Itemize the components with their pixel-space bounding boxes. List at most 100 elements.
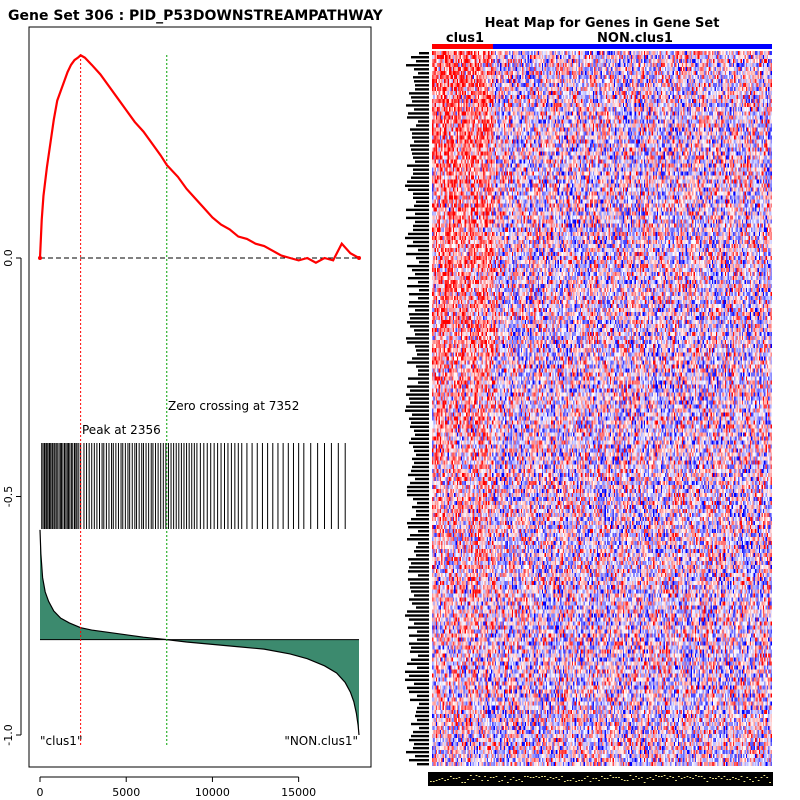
gene-label-mark — [416, 509, 429, 513]
gene-label-mark — [419, 726, 429, 730]
gene-label-mark — [418, 654, 429, 657]
footer-strip-mark — [495, 776, 498, 777]
footer-strip-mark — [737, 779, 740, 780]
gene-label-mark — [406, 393, 429, 396]
gene-label-mark — [413, 168, 429, 171]
gene-label-mark — [414, 80, 429, 83]
gene-label-mark — [413, 497, 429, 501]
footer-strip-mark — [575, 781, 578, 782]
zero-crossing-annotation: Zero crossing at 7352 — [168, 399, 299, 413]
gene-label-mark — [408, 626, 429, 629]
footer-strip-mark — [578, 780, 580, 781]
footer-strip-mark — [541, 776, 543, 777]
footer-strip-mark — [749, 779, 751, 780]
footer-strip-mark — [544, 776, 546, 777]
gene-label-mark — [411, 517, 429, 521]
footer-strip-mark — [498, 781, 501, 782]
gene-set-heatmap — [405, 44, 773, 786]
gene-label-mark — [417, 666, 429, 669]
footer-strip-mark — [464, 782, 466, 783]
footer-strip-mark — [487, 780, 489, 781]
gene-label-mark — [408, 232, 429, 236]
gene-label-mark — [411, 96, 429, 99]
gene-label-mark — [416, 256, 429, 260]
gene-row-labels — [405, 52, 429, 766]
gene-label-mark — [414, 68, 429, 71]
gene-label-mark — [413, 746, 429, 750]
x-tick-label: 5000 — [112, 786, 140, 799]
gene-label-mark — [407, 385, 429, 388]
gene-label-mark — [407, 489, 429, 493]
gene-label-mark — [413, 156, 429, 159]
footer-strip-mark — [526, 776, 529, 777]
gene-label-mark — [410, 586, 429, 589]
right-class-label: "NON.clus1" — [284, 734, 358, 748]
heatmap-cells — [432, 51, 772, 766]
gene-label-mark — [416, 513, 429, 517]
gene-label-mark — [419, 52, 429, 55]
gene-label-mark — [412, 100, 429, 103]
footer-strip-mark — [558, 779, 561, 780]
footer-strip-mark — [538, 777, 541, 778]
footer-strip-mark — [501, 780, 504, 781]
gene-label-mark — [415, 345, 429, 348]
footer-strip-mark — [732, 777, 734, 778]
gene-label-mark — [414, 429, 429, 432]
gene-label-mark — [411, 562, 429, 565]
ranked-metric-layer — [39, 529, 360, 736]
gene-label-mark — [417, 353, 429, 356]
footer-strip-mark — [549, 777, 552, 778]
gene-label-mark — [417, 694, 429, 698]
gene-label-mark — [408, 570, 429, 573]
footer-strip-mark — [458, 777, 461, 778]
footer-strip-mark — [626, 780, 629, 781]
footer-strip-mark — [629, 775, 632, 776]
footer-strip-mark — [723, 776, 726, 777]
gene-label-mark — [412, 357, 429, 360]
footer-strip-mark — [612, 777, 615, 778]
footer-strip-mark — [521, 781, 523, 782]
gene-label-mark — [407, 321, 429, 324]
gene-label-mark — [417, 630, 429, 633]
footer-strip-mark — [757, 780, 760, 781]
gene-label-mark — [418, 297, 429, 300]
footer-strip-mark — [603, 778, 606, 779]
gene-label-mark — [416, 453, 429, 457]
gene-label-mark — [414, 622, 429, 625]
footer-strip-mark — [715, 778, 717, 779]
footer-strip-mark — [615, 777, 618, 778]
footer-strip-mark — [712, 778, 714, 779]
gene-label-mark — [411, 722, 429, 726]
footer-strip-mark — [675, 780, 677, 781]
footer-strip-mark — [695, 775, 697, 776]
footer-strip-mark — [680, 778, 683, 779]
footer-strip-mark — [601, 776, 603, 777]
gene-label-mark — [406, 405, 429, 408]
gene-label-mark — [410, 325, 429, 328]
gene-label-mark — [411, 421, 429, 424]
gene-label-mark — [418, 369, 429, 372]
footer-strip-mark — [566, 780, 569, 781]
footer-strip-mark — [618, 777, 620, 778]
gene-label-mark — [411, 734, 429, 738]
x-tick-label: 15000 — [281, 786, 316, 799]
footer-strip-mark — [589, 781, 592, 782]
gene-label-mark — [418, 574, 429, 577]
footer-strip-mark — [754, 777, 757, 778]
footer-strip-mark — [563, 781, 566, 782]
gene-label-mark — [413, 240, 429, 244]
gene-label-mark — [409, 92, 429, 95]
gene-label-mark — [411, 590, 429, 593]
footer-strip-mark — [529, 777, 532, 778]
footer-strip-mark — [447, 779, 449, 780]
gene-label-mark — [407, 264, 429, 268]
gene-label-mark — [411, 56, 429, 59]
footer-strip-mark — [569, 780, 572, 781]
gene-label-mark — [410, 425, 429, 428]
footer-strip-mark — [734, 778, 737, 779]
gene-label-mark — [408, 305, 429, 308]
enrichment-plot-axes: 0 5000 10000 15000 0.0 -0.5 -1.0 — [2, 249, 316, 799]
footer-strip-mark — [635, 776, 637, 777]
footer-strip-mark — [666, 778, 669, 779]
gene-label-mark — [419, 702, 429, 706]
